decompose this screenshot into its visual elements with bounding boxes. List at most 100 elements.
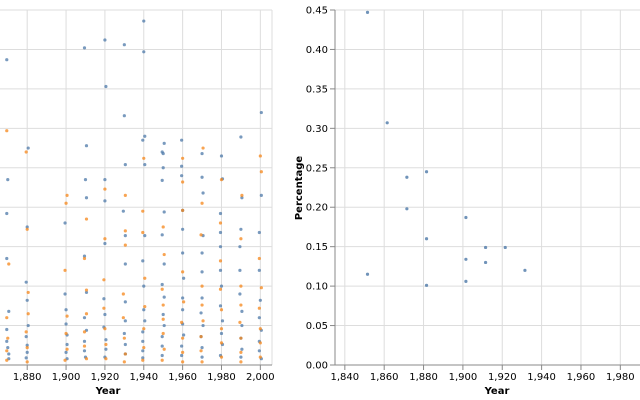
left-point-orange xyxy=(218,221,223,225)
left-point-blue xyxy=(200,346,204,350)
left-point-orange xyxy=(5,316,9,320)
left-point-blue xyxy=(180,344,184,348)
left-point-orange xyxy=(122,360,126,364)
right-point-blue xyxy=(503,245,507,250)
left-point-blue xyxy=(200,175,204,179)
right-point-blue xyxy=(464,257,468,261)
left-point-orange xyxy=(5,349,9,353)
right-x-tick-label: 1,860 xyxy=(370,372,399,383)
right-x-tick-label: 1,900 xyxy=(449,372,478,383)
left-point-orange xyxy=(160,358,164,362)
left-point-blue xyxy=(65,342,69,347)
left-point-blue xyxy=(238,292,242,296)
left-point-orange xyxy=(219,178,224,182)
left-point-blue xyxy=(123,319,127,323)
left-point-blue xyxy=(122,114,126,118)
left-point-blue xyxy=(240,323,244,328)
left-point-blue xyxy=(123,262,127,266)
right-point-blue xyxy=(365,10,370,14)
left-point-orange xyxy=(182,300,186,304)
right-y-tick-label: 0.20 xyxy=(306,203,328,214)
left-point-blue xyxy=(240,347,244,351)
left-point-blue xyxy=(25,298,29,302)
left-scatter-plot: 1,880 1,900 1,920 1,940 1,960 1,980 2,000 Year xyxy=(0,9,275,397)
left-point-blue xyxy=(141,339,145,343)
left-point-blue xyxy=(141,138,145,142)
left-point-blue xyxy=(121,209,125,213)
left-point-blue xyxy=(141,356,145,360)
left-point-orange xyxy=(258,154,262,158)
left-point-blue xyxy=(218,268,223,272)
left-point-blue xyxy=(218,230,223,235)
left-point-orange xyxy=(218,287,223,291)
right-point-blue xyxy=(405,207,409,211)
left-point-orange xyxy=(63,268,67,272)
left-point-orange xyxy=(160,287,164,291)
left-point-orange xyxy=(65,193,69,197)
left-point-orange xyxy=(121,316,125,320)
left-x-tick-label: 2,000 xyxy=(246,372,275,383)
left-point-blue xyxy=(82,46,87,50)
left-point-orange xyxy=(64,331,68,336)
left-point-blue xyxy=(162,210,166,214)
left-point-orange xyxy=(65,347,69,351)
left-point-blue xyxy=(83,178,88,182)
right-x-tick-label: 1,880 xyxy=(409,372,438,383)
left-point-blue xyxy=(161,166,165,170)
left-point-orange xyxy=(25,360,29,364)
left-point-blue xyxy=(257,268,261,272)
left-point-orange xyxy=(122,336,126,340)
left-point-blue xyxy=(123,300,127,304)
right-x-axis-title: Year xyxy=(484,386,510,397)
left-point-blue xyxy=(240,196,244,200)
right-point-blue xyxy=(483,245,488,250)
left-x-tick-label: 1,900 xyxy=(52,372,81,383)
left-point-orange xyxy=(219,308,224,312)
left-point-orange xyxy=(258,327,262,331)
left-point-blue xyxy=(103,38,107,42)
left-point-orange xyxy=(181,336,185,340)
left-point-blue xyxy=(143,163,147,167)
left-point-orange xyxy=(199,233,203,237)
left-point-orange xyxy=(180,320,184,324)
right-y-axis: 0.00 0.05 0.10 0.15 0.20 0.25 0.30 0.35 0.40 0.45 xyxy=(306,6,336,372)
left-point-orange xyxy=(199,335,203,339)
left-point-orange xyxy=(259,170,263,174)
right-point-blue xyxy=(424,237,429,241)
left-point-blue xyxy=(7,309,11,313)
left-point-blue xyxy=(6,178,10,182)
right-y-tick-label: 0.00 xyxy=(306,361,328,372)
left-point-blue xyxy=(219,331,224,336)
right-y-tick-label: 0.15 xyxy=(306,242,328,253)
right-scatter-plot: 1,840 1,860 1,880 1,900 1,920 1,940 1,960 1,980… xyxy=(294,6,640,397)
left-point-orange xyxy=(219,341,224,345)
right-y-tick-label: 0.35 xyxy=(306,84,328,95)
right-point-blue xyxy=(464,279,468,283)
left-point-orange xyxy=(161,331,165,336)
left-point-orange xyxy=(84,217,89,221)
left-point-orange xyxy=(123,352,127,356)
left-point-orange xyxy=(103,237,107,241)
left-point-blue xyxy=(141,330,145,334)
left-point-blue xyxy=(238,268,242,272)
left-point-orange xyxy=(201,146,205,150)
left-point-blue xyxy=(141,349,145,353)
left-point-orange xyxy=(82,256,87,261)
left-point-blue xyxy=(201,323,205,328)
left-x-tick-label: 1,960 xyxy=(168,372,197,383)
left-point-orange xyxy=(84,312,89,316)
left-point-orange xyxy=(181,208,185,212)
left-point-orange xyxy=(121,292,125,296)
left-point-blue xyxy=(26,323,30,328)
left-point-blue xyxy=(64,322,68,326)
left-point-blue xyxy=(123,342,127,347)
left-point-blue xyxy=(24,280,28,284)
left-point-orange xyxy=(240,193,244,197)
left-point-orange xyxy=(142,327,146,331)
left-x-axis: 1,880 1,900 1,920 1,940 1,960 1,980 2,000 xyxy=(0,364,275,383)
right-y-tick-label: 0.05 xyxy=(306,321,328,332)
left-point-orange xyxy=(123,243,127,247)
right-point-blue xyxy=(424,283,429,287)
left-point-blue xyxy=(142,308,146,312)
